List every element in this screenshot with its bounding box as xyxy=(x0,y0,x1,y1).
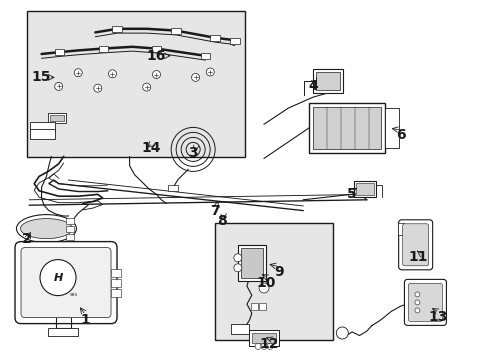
Ellipse shape xyxy=(20,219,72,239)
Bar xyxy=(312,107,381,149)
Bar xyxy=(50,115,64,121)
Bar xyxy=(99,46,107,51)
Circle shape xyxy=(414,308,419,313)
Text: 9: 9 xyxy=(273,265,283,279)
Circle shape xyxy=(94,84,102,92)
Bar xyxy=(356,183,373,195)
Text: 12: 12 xyxy=(259,337,278,351)
Text: 3: 3 xyxy=(188,146,198,160)
Bar xyxy=(55,49,63,55)
Text: 14: 14 xyxy=(142,141,161,154)
Bar xyxy=(48,328,78,336)
Circle shape xyxy=(142,83,150,91)
Text: 5: 5 xyxy=(346,188,356,201)
Bar xyxy=(312,69,342,93)
Circle shape xyxy=(206,68,214,76)
Bar xyxy=(29,129,55,139)
Bar xyxy=(48,113,66,123)
FancyBboxPatch shape xyxy=(21,248,111,318)
Text: 15: 15 xyxy=(32,71,51,84)
FancyBboxPatch shape xyxy=(398,220,432,270)
Circle shape xyxy=(336,327,347,339)
Text: 4: 4 xyxy=(307,80,317,93)
Bar xyxy=(308,103,385,153)
Text: 11: 11 xyxy=(407,251,427,264)
Bar xyxy=(397,223,403,235)
Circle shape xyxy=(233,264,242,272)
Bar xyxy=(111,269,121,276)
Circle shape xyxy=(191,73,199,81)
Text: 16: 16 xyxy=(146,49,166,63)
Bar xyxy=(66,226,74,231)
FancyBboxPatch shape xyxy=(402,224,428,266)
Bar xyxy=(27,11,244,157)
Bar xyxy=(201,53,210,59)
FancyBboxPatch shape xyxy=(407,283,442,321)
Text: 8: 8 xyxy=(217,215,227,228)
Bar xyxy=(112,26,122,32)
Circle shape xyxy=(74,69,82,77)
Bar xyxy=(248,330,279,346)
Bar xyxy=(259,303,265,310)
Circle shape xyxy=(414,300,419,305)
Circle shape xyxy=(233,254,242,262)
Bar xyxy=(237,245,265,281)
Text: 13: 13 xyxy=(427,310,447,324)
Bar xyxy=(111,289,121,297)
Bar xyxy=(241,248,262,278)
Text: H: H xyxy=(53,273,62,283)
Bar xyxy=(152,46,161,51)
FancyBboxPatch shape xyxy=(404,279,446,325)
Circle shape xyxy=(40,260,76,296)
Bar xyxy=(168,185,178,192)
Bar xyxy=(215,223,332,340)
Circle shape xyxy=(261,343,266,350)
Circle shape xyxy=(108,70,116,78)
Bar xyxy=(171,28,181,33)
Bar xyxy=(251,303,258,310)
Text: 7: 7 xyxy=(210,204,220,217)
Text: 1: 1 xyxy=(81,314,90,327)
Bar xyxy=(354,181,376,197)
Text: SRS: SRS xyxy=(70,293,78,297)
Bar xyxy=(66,217,74,224)
Bar xyxy=(210,35,220,41)
Bar xyxy=(66,234,74,240)
Circle shape xyxy=(266,343,272,350)
Bar xyxy=(385,108,398,148)
Text: 10: 10 xyxy=(256,276,276,289)
Text: 2: 2 xyxy=(22,233,32,246)
Circle shape xyxy=(152,71,160,78)
Circle shape xyxy=(55,82,62,90)
Circle shape xyxy=(259,283,268,293)
Bar xyxy=(29,122,55,132)
Bar xyxy=(230,324,248,334)
Bar xyxy=(229,39,239,44)
Text: 6: 6 xyxy=(395,128,405,142)
Bar xyxy=(315,72,339,90)
Bar xyxy=(111,279,121,287)
Bar xyxy=(251,333,276,343)
FancyBboxPatch shape xyxy=(15,242,117,324)
Circle shape xyxy=(414,292,419,297)
Ellipse shape xyxy=(17,215,76,243)
Circle shape xyxy=(255,343,261,350)
